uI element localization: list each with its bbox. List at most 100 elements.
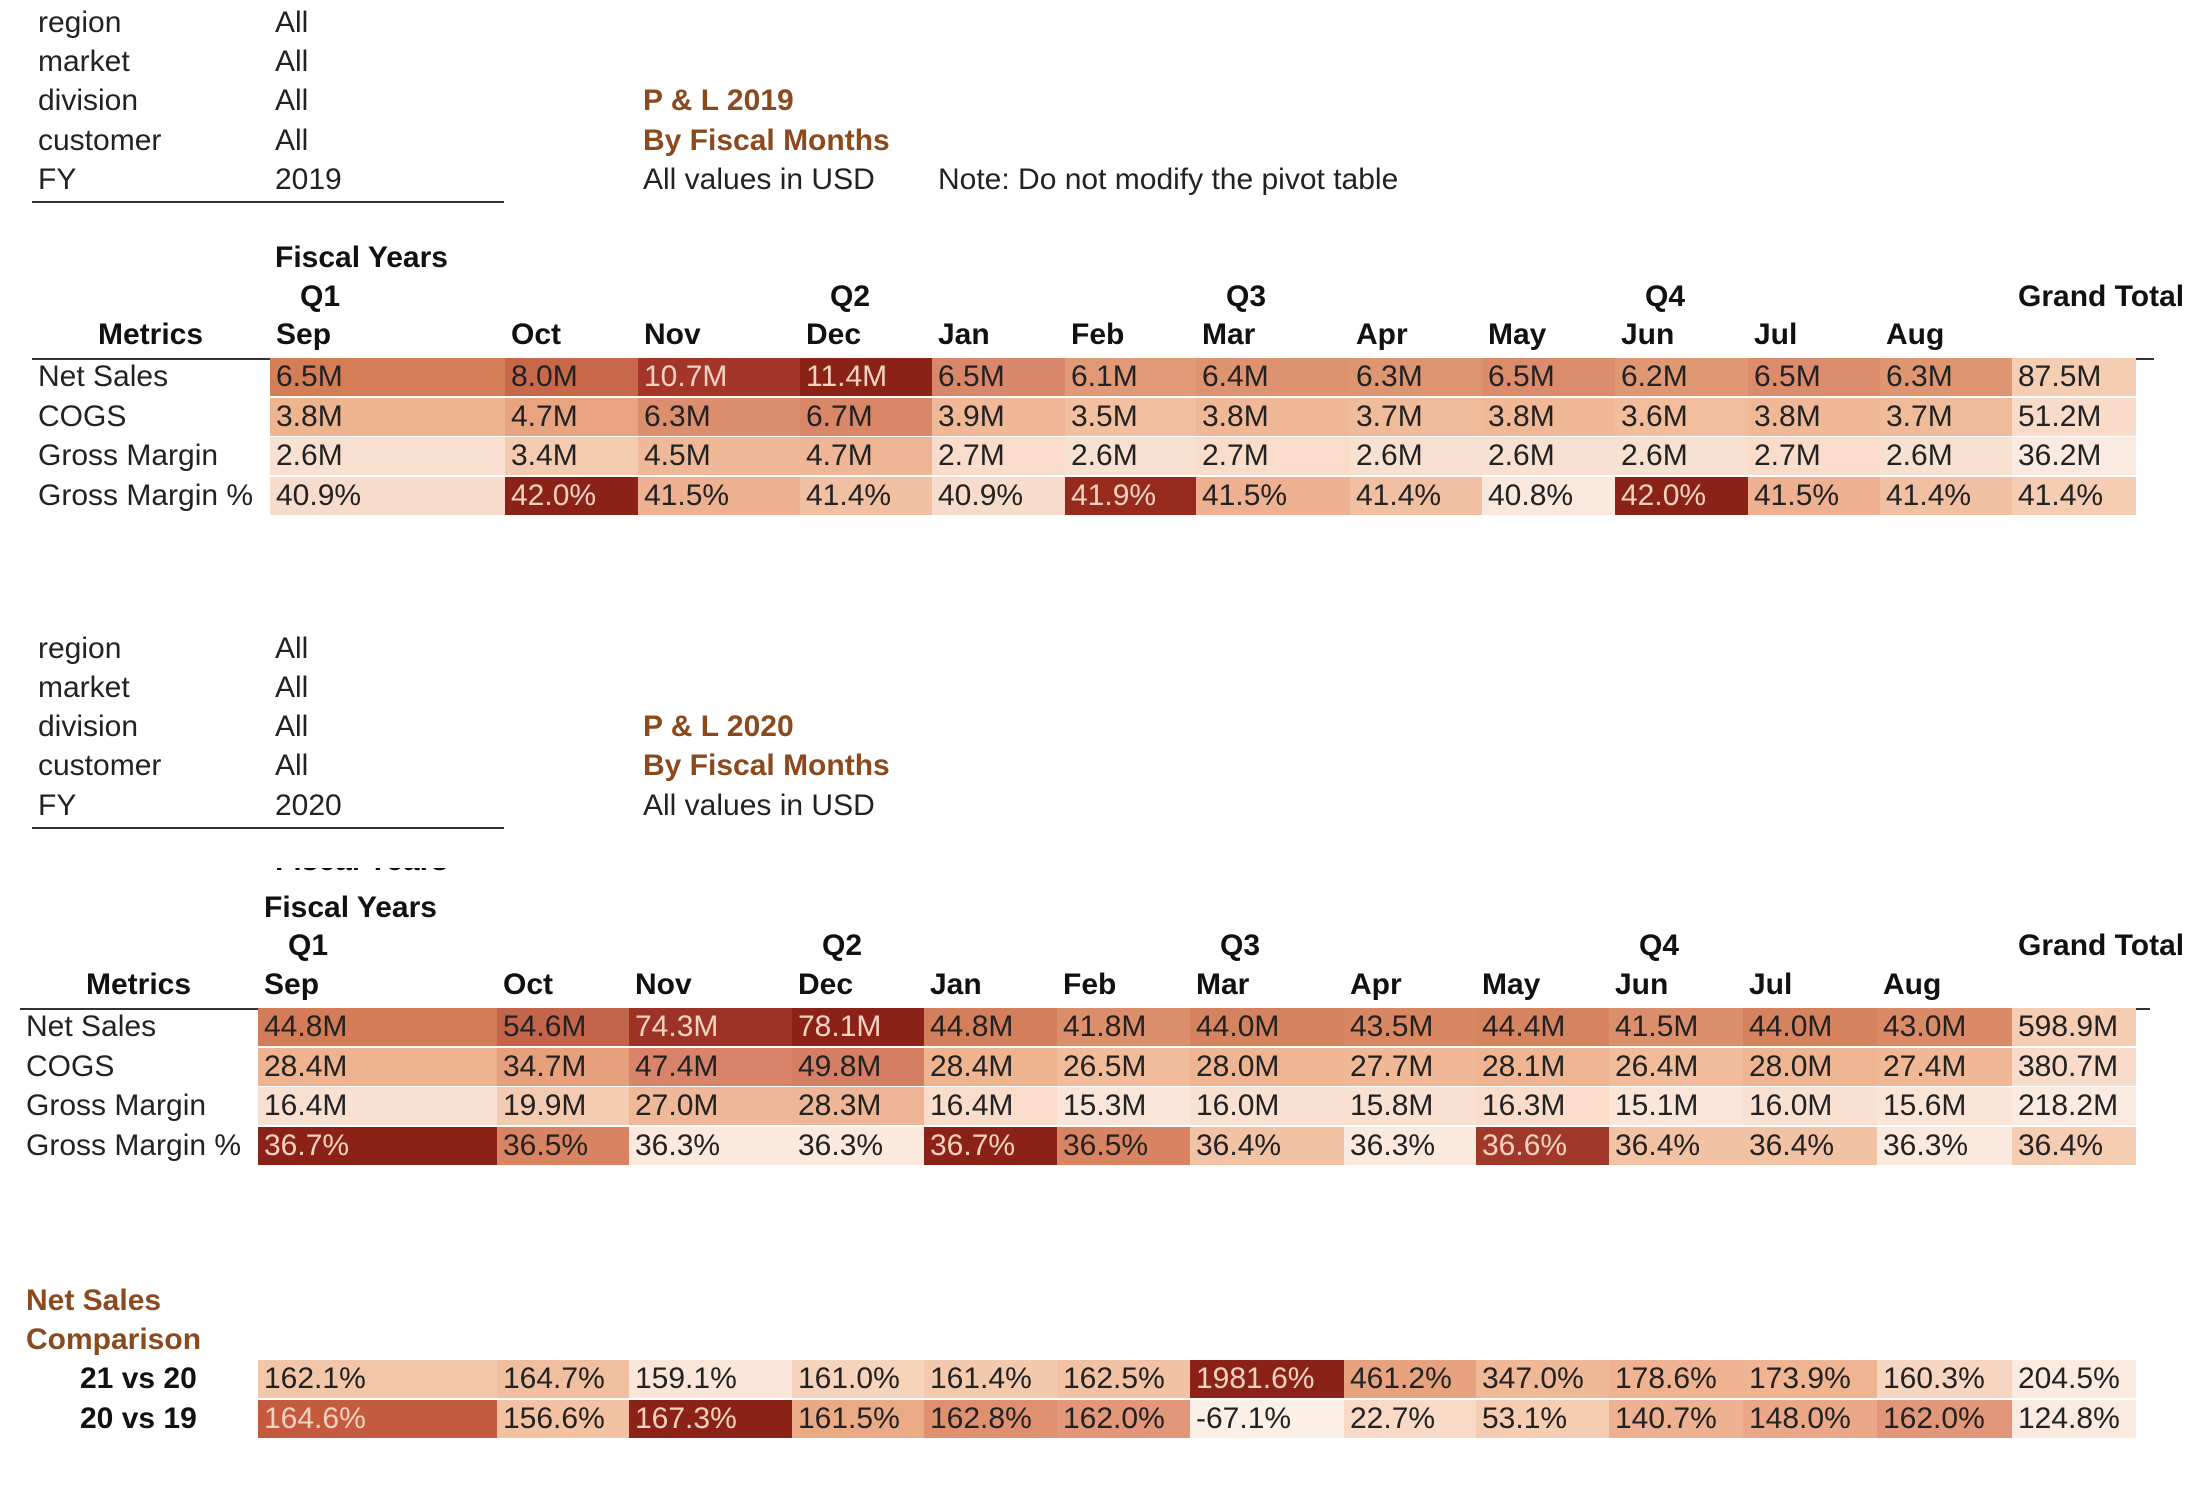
grand-total-cell: 218.2M (2012, 1087, 2136, 1125)
value-cell: 41.5% (1748, 476, 1880, 515)
value-cell: 28.3M (792, 1087, 924, 1125)
value-cell: 6.2M (1615, 358, 1748, 396)
value-cell: 15.1M (1609, 1087, 1743, 1125)
value-cell: 3.5M (1065, 397, 1196, 436)
value-cell: 15.3M (1057, 1087, 1190, 1125)
value-cell: 2.6M (1482, 437, 1615, 475)
value-cell: 2.6M (1880, 437, 2012, 475)
value-cell: 347.0% (1476, 1360, 1609, 1398)
filter-value-fy[interactable]: 2020 (275, 789, 342, 822)
value-cell: 27.7M (1344, 1047, 1476, 1086)
grand-total-cell: 598.9M (2012, 1008, 2136, 1046)
value-cell: 27.4M (1877, 1047, 2012, 1086)
filter-label-region: region (38, 632, 122, 665)
value-cell: 16.3M (1476, 1087, 1609, 1125)
filter-value-division[interactable]: All (275, 84, 309, 117)
value-cell: 2.6M (270, 437, 505, 475)
value-cell: 44.8M (924, 1008, 1057, 1046)
filter-value-division[interactable]: All (275, 710, 309, 743)
comparison-title: Net Sales (26, 1284, 162, 1317)
filter-value-region[interactable]: All (275, 6, 309, 39)
filter-value-customer[interactable]: All (275, 749, 309, 782)
value-cell: 36.4% (1190, 1126, 1344, 1165)
value-cell: 3.9M (932, 397, 1065, 436)
month-header-dec: Dec (798, 968, 854, 1001)
value-cell: 28.0M (1190, 1047, 1344, 1086)
row-label: Net Sales (26, 1010, 157, 1043)
subtitle-2019: By Fiscal Months (643, 124, 890, 157)
value-cell: 4.7M (800, 437, 932, 475)
clipped-fiscal-years-header: Fiscal Years (275, 868, 455, 878)
filter-label-market: market (38, 45, 130, 78)
value-cell: 3.8M (1748, 397, 1880, 436)
filter-value-customer[interactable]: All (275, 124, 309, 157)
value-cell: 3.4M (505, 437, 638, 475)
value-cell: 6.5M (1482, 358, 1615, 396)
month-header-feb: Feb (1071, 318, 1125, 351)
fiscal-years-header: Fiscal Years (264, 891, 437, 924)
filter-value-region[interactable]: All (275, 632, 309, 665)
value-cell: 36.5% (1057, 1126, 1190, 1165)
value-cell: 41.4% (1880, 476, 2012, 515)
month-header-jun: Jun (1615, 968, 1669, 1001)
value-cell: 34.7M (497, 1047, 629, 1086)
value-cell: 36.7% (924, 1126, 1057, 1165)
value-cell: 6.3M (1350, 358, 1482, 396)
value-cell: 2.7M (1748, 437, 1880, 475)
month-header-nov: Nov (644, 318, 701, 351)
value-cell: 6.1M (1065, 358, 1196, 396)
value-cell: 42.0% (1615, 476, 1748, 515)
value-cell: 16.0M (1743, 1087, 1877, 1125)
value-cell: 4.7M (505, 397, 638, 436)
value-cell: 16.4M (258, 1087, 497, 1125)
row-label: Gross Margin (38, 439, 219, 472)
value-cell: 41.9% (1065, 476, 1196, 515)
filter-value-market[interactable]: All (275, 45, 309, 78)
row-label: Gross Margin (26, 1089, 207, 1122)
fiscal-years-header: Fiscal Years (275, 241, 448, 274)
value-cell: 26.5M (1057, 1047, 1190, 1086)
filter-divider (32, 201, 504, 203)
row-label: 21 vs 20 (80, 1362, 197, 1395)
filter-label-division: division (38, 710, 139, 743)
value-cell: 2.7M (932, 437, 1065, 475)
grand-total-cell: 87.5M (2012, 358, 2136, 396)
value-cell: 6.3M (1880, 358, 2012, 396)
title-pl-2019: P & L 2019 (643, 84, 794, 117)
value-cell: 3.7M (1350, 397, 1482, 436)
grand-total-cell: 36.4% (2012, 1126, 2136, 1165)
filter-label-customer: customer (38, 749, 162, 782)
value-cell: 461.2% (1344, 1360, 1476, 1398)
value-cell: 3.7M (1880, 397, 2012, 436)
value-cell: 178.6% (1609, 1360, 1743, 1398)
value-cell: 41.5% (1196, 476, 1350, 515)
value-cell: 49.8M (792, 1047, 924, 1086)
units-2020: All values in USD (643, 789, 875, 822)
value-cell: 6.4M (1196, 358, 1350, 396)
quarter-header-q3: Q3 (1226, 280, 1267, 313)
value-cell: 28.4M (258, 1047, 497, 1086)
value-cell: 2.6M (1065, 437, 1196, 475)
value-cell: 162.5% (1057, 1360, 1190, 1398)
filter-value-fy[interactable]: 2019 (275, 163, 342, 196)
value-cell: 164.7% (497, 1360, 629, 1398)
filter-divider (32, 827, 504, 829)
value-cell: 27.0M (629, 1087, 792, 1125)
quarter-header-q2: Q2 (830, 280, 871, 313)
value-cell: -67.1% (1190, 1400, 1344, 1438)
quarter-header-q4: Q4 (1645, 280, 1686, 313)
filter-value-market[interactable]: All (275, 671, 309, 704)
value-cell: 41.5M (1609, 1008, 1743, 1046)
value-cell: 6.5M (1748, 358, 1880, 396)
value-cell: 3.8M (270, 397, 505, 436)
month-header-may: May (1488, 318, 1547, 351)
month-header-jul: Jul (1749, 968, 1793, 1001)
value-cell: 6.5M (270, 358, 505, 396)
month-header-jun: Jun (1621, 318, 1675, 351)
value-cell: 78.1M (792, 1008, 924, 1046)
value-cell: 162.1% (258, 1360, 497, 1398)
value-cell: 41.5% (638, 476, 800, 515)
value-cell: 47.4M (629, 1047, 792, 1086)
value-cell: 43.0M (1877, 1008, 2012, 1046)
row-label: Net Sales (38, 360, 169, 393)
